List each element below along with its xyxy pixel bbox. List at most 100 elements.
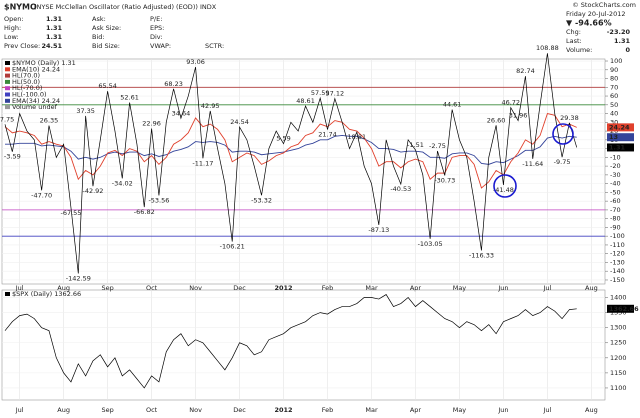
quote-label: Open: bbox=[4, 15, 24, 23]
symbol: $NYMO bbox=[4, 3, 37, 12]
x-tick-label: Dec bbox=[233, 284, 246, 292]
summary-value: 1.31 bbox=[614, 37, 631, 45]
x-tick-label: Feb bbox=[322, 406, 334, 414]
data-label: 26.60 bbox=[487, 116, 506, 124]
data-label: 57.59 bbox=[311, 89, 330, 97]
date: Friday 20-Jul-2012 bbox=[566, 10, 625, 18]
data-label: -116.33 bbox=[469, 251, 494, 259]
data-label: 68.23 bbox=[164, 80, 183, 88]
summary-label: Volume: bbox=[566, 46, 592, 54]
y-tick-label: -130 bbox=[610, 258, 625, 266]
data-label: 24.54 bbox=[230, 118, 249, 126]
x-tick-label: Dec bbox=[233, 406, 246, 414]
x-tick-label: May bbox=[453, 406, 467, 414]
summary-label: Chg: bbox=[566, 28, 581, 36]
data-label: 108.88 bbox=[536, 44, 559, 52]
legend-label: EMA(34) 24.24 bbox=[12, 97, 60, 105]
y-tick-label: -50 bbox=[610, 188, 621, 196]
data-label: -53.56 bbox=[148, 197, 169, 205]
book-label: Ask: bbox=[92, 15, 106, 23]
data-label: -1.51 bbox=[407, 141, 424, 149]
x-tick-label: Oct bbox=[146, 284, 158, 292]
y-tick-label: 100 bbox=[610, 57, 622, 65]
last-value-label: 1.31 bbox=[609, 143, 626, 151]
x-tick-label: Jul bbox=[15, 284, 24, 292]
legend-label: $NYMO (Daily) 1.31 bbox=[12, 59, 76, 67]
y-tick-label: 1100 bbox=[610, 384, 627, 392]
data-label: 44.61 bbox=[443, 101, 462, 109]
data-label: 29.38 bbox=[560, 114, 579, 122]
y-tick-label: -100 bbox=[610, 232, 625, 240]
y-tick-label: -20 bbox=[610, 162, 621, 170]
data-label: -11.17 bbox=[192, 159, 213, 167]
x-tick-label: Nov bbox=[189, 284, 202, 292]
sctr-label: SCTR: bbox=[205, 42, 224, 50]
series-line bbox=[4, 113, 577, 189]
data-label: 27.75 bbox=[0, 115, 14, 123]
x-tick-label: Apr bbox=[410, 406, 422, 414]
data-label: -30.73 bbox=[434, 177, 455, 185]
quote-value: 24.51 bbox=[41, 42, 62, 50]
data-label: -106.21 bbox=[220, 243, 245, 251]
series-line bbox=[5, 135, 577, 165]
y-tick-label: -40 bbox=[610, 180, 621, 188]
data-label: -66.82 bbox=[134, 208, 155, 216]
legend-swatch bbox=[5, 92, 10, 97]
data-label: -47.70 bbox=[31, 191, 52, 199]
quote-label: Prev Close: bbox=[4, 42, 40, 50]
legend-label: $SPX (Daily) 1362.66 bbox=[12, 290, 81, 298]
series-line bbox=[4, 53, 578, 274]
stat-label: EPS: bbox=[150, 24, 164, 32]
data-label: 31.96 bbox=[509, 112, 528, 120]
y-tick-label: -140 bbox=[610, 267, 625, 275]
data-label: 37.35 bbox=[76, 107, 95, 115]
stat-label: P/E: bbox=[150, 15, 162, 23]
x-tick-label: 2012 bbox=[274, 284, 292, 292]
legend-label: HL(50.0) bbox=[12, 78, 40, 86]
legend-label: Volume undef bbox=[12, 103, 58, 111]
series-line bbox=[4, 294, 577, 389]
stat-label: VWAP: bbox=[150, 42, 171, 50]
summary-label: Last: bbox=[566, 37, 582, 45]
data-label: -87.13 bbox=[368, 226, 389, 234]
y-tick-label: 30 bbox=[610, 118, 618, 126]
y-tick-label: 1400 bbox=[610, 294, 627, 302]
y-tick-label: 90 bbox=[610, 66, 618, 74]
x-tick-label: Jun bbox=[497, 406, 508, 414]
spx-panel bbox=[1, 289, 606, 401]
legend-label: EMA(10) 24.24 bbox=[12, 65, 60, 73]
y-tick-label: -150 bbox=[610, 276, 625, 284]
highlight-circle bbox=[493, 174, 517, 198]
x-tick-label: Apr bbox=[410, 284, 422, 292]
change-pct: ▼ -94.66% bbox=[566, 19, 612, 28]
y-tick-label: 80 bbox=[610, 75, 618, 83]
highlight-circle bbox=[552, 123, 574, 145]
legend-swatch bbox=[5, 79, 10, 84]
data-label: 48.61 bbox=[296, 97, 315, 105]
x-tick-label: Sep bbox=[101, 406, 113, 414]
summary-value: 0 bbox=[625, 46, 630, 54]
data-label: -53.32 bbox=[251, 196, 272, 204]
legend-swatch bbox=[5, 86, 10, 91]
quote-value: 1.31 bbox=[46, 24, 63, 32]
data-label: -41.48 bbox=[493, 186, 514, 194]
y-tick-label: 50 bbox=[610, 101, 618, 109]
data-label: 42.95 bbox=[201, 102, 220, 110]
legend-swatch bbox=[5, 61, 10, 65]
y-tick-label: 40 bbox=[610, 110, 618, 118]
x-tick-label: 2012 bbox=[274, 406, 292, 414]
data-label: -34.02 bbox=[112, 179, 133, 187]
description: (NYSE McClellan Oscillator (Ratio Adjust… bbox=[34, 3, 217, 11]
last-value-box bbox=[607, 133, 634, 142]
data-label: -67.55 bbox=[60, 209, 81, 217]
data-label: -40.53 bbox=[390, 185, 411, 193]
x-tick-label: Sep bbox=[101, 284, 113, 292]
data-label: 22.96 bbox=[142, 119, 161, 127]
x-tick-label: Jun bbox=[497, 284, 508, 292]
y-tick-label: 1250 bbox=[610, 339, 627, 347]
x-tick-label: Nov bbox=[189, 406, 202, 414]
y-tick-label: 1150 bbox=[610, 369, 627, 377]
legend-swatch bbox=[5, 67, 10, 72]
last-value-label: 24.24 bbox=[609, 123, 630, 131]
data-label: 93.06 bbox=[186, 58, 205, 66]
